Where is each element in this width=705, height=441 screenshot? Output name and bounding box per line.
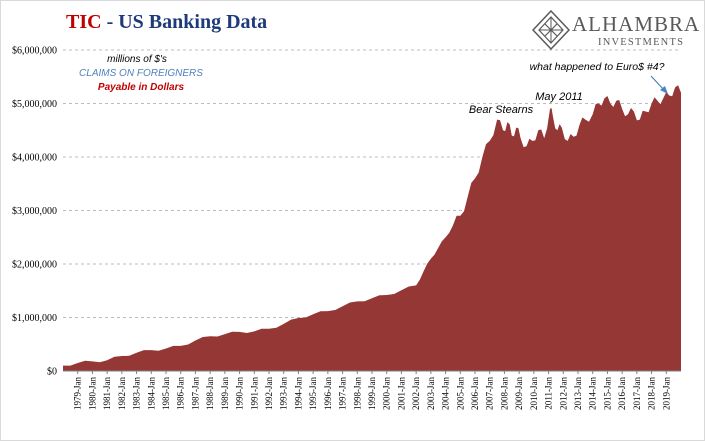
alhambra-logo: ALHAMBRA INVESTMENTS (532, 8, 700, 52)
y-tick-label: $2,000,000 (12, 260, 57, 271)
x-tick-label: 1996-Jan (323, 377, 333, 410)
x-tick-label: 1982-Jan (117, 377, 127, 410)
x-tick-label: 1990-Jan (235, 377, 245, 410)
x-tick-label: 1998-Jan (352, 377, 362, 410)
x-tick-label: 2013-Jan (573, 377, 583, 410)
alhambra-diamond-icon (532, 10, 570, 50)
y-tick-label: $4,000,000 (12, 153, 57, 164)
x-tick-label: 1999-Jan (367, 377, 377, 410)
x-tick-label: 1992-Jan (264, 377, 274, 410)
x-tick-label: 1979-Jan (73, 377, 83, 410)
x-tick-label: 2018-Jan (647, 377, 657, 410)
x-tick-label: 2019-Jan (661, 377, 671, 410)
annotation-may-2011: May 2011 (535, 91, 583, 103)
x-tick-label: 1981-Jan (102, 377, 112, 410)
x-tick-label: 2008-Jan (499, 377, 509, 410)
x-tick-label: 1988-Jan (205, 377, 215, 410)
chart-title-text: - US Banking Data (101, 11, 268, 33)
legend-series-line2: Payable in Dollars (98, 82, 185, 93)
x-tick-label: 2004-Jan (441, 377, 451, 410)
x-tick-label: 1989-Jan (220, 377, 230, 410)
x-tick-label: 2016-Jan (617, 377, 627, 410)
x-tick-label: 2012-Jan (558, 377, 568, 410)
x-tick-label: 1987-Jan (190, 377, 200, 410)
x-tick-label: 2005-Jan (455, 377, 465, 410)
series-area (63, 85, 681, 372)
x-tick-label: 1984-Jan (146, 377, 156, 410)
chart-title: TIC - US Banking Data (66, 11, 267, 34)
x-tick-label: 2007-Jan (485, 377, 495, 410)
x-axis: 1979-Jan 1980-Jan 1981-Jan 1982-Jan 1983-Jan… (73, 371, 671, 410)
annotation-euro-dollar: what happened to Euro$ #4? (530, 61, 665, 73)
x-tick-label: 2003-Jan (426, 377, 436, 410)
x-tick-label: 1985-Jan (161, 377, 171, 410)
x-tick-label: 1997-Jan (338, 377, 348, 410)
x-tick-label: 2006-Jan (470, 377, 480, 410)
x-tick-label: 1991-Jan (249, 377, 259, 410)
x-tick-label: 1993-Jan (279, 377, 289, 410)
y-tick-label: $1,000,000 (12, 313, 57, 324)
x-tick-label: 2010-Jan (529, 377, 539, 410)
y-tick-label: $3,000,000 (12, 206, 57, 217)
logo-subtitle: INVESTMENTS (598, 37, 685, 48)
legend-units: millions of $'s (107, 54, 167, 65)
x-tick-label: 2001-Jan (396, 377, 406, 410)
y-tick-label: $5,000,000 (12, 99, 57, 110)
x-tick-label: 2000-Jan (382, 377, 392, 410)
x-tick-label: 1983-Jan (132, 377, 142, 410)
y-tick-label: $0 (47, 367, 57, 378)
y-axis: $0 $1,000,000 $2,000,000 $3,000,000 $4,000,0… (12, 46, 57, 378)
annotation-bear-stearns: Bear Stearns (469, 104, 534, 116)
x-tick-label: 1994-Jan (293, 377, 303, 410)
x-tick-label: 2002-Jan (411, 377, 421, 410)
annotation-arrow-icon (650, 75, 668, 94)
x-tick-label: 2009-Jan (514, 377, 524, 410)
legend-series-line1: CLAIMS ON FOREIGNERS (79, 68, 203, 79)
chart-title-tic: TIC (66, 11, 102, 33)
x-tick-label: 1980-Jan (87, 377, 97, 410)
x-tick-label: 2017-Jan (632, 377, 642, 410)
x-tick-label: 2015-Jan (602, 377, 612, 410)
x-tick-label: 2011-Jan (544, 377, 554, 410)
x-tick-label: 2014-Jan (588, 377, 598, 410)
x-tick-label: 1995-Jan (308, 377, 318, 410)
logo-name: ALHAMBRA (572, 12, 701, 36)
x-tick-label: 1986-Jan (176, 377, 186, 410)
y-tick-label: $6,000,000 (12, 46, 57, 57)
